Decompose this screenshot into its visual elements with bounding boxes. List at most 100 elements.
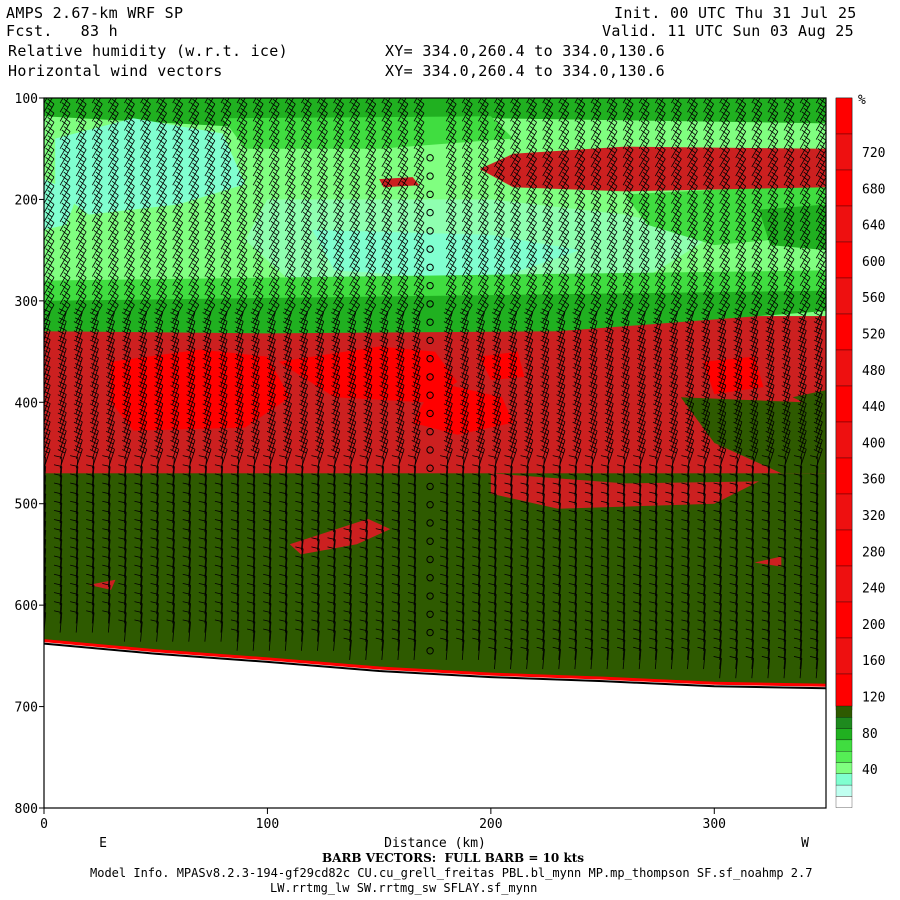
wind-barb-flag xyxy=(118,473,127,477)
wind-barb-shaft xyxy=(301,439,308,460)
wind-barb-flag xyxy=(141,166,149,172)
wind-barb-shaft xyxy=(236,576,240,597)
wind-barb-flag xyxy=(224,272,232,278)
wind-barb-flag xyxy=(418,90,424,95)
wind-barb-flag xyxy=(86,583,95,586)
wind-barb-shaft xyxy=(156,548,159,569)
wind-barb-flag xyxy=(62,84,68,89)
wind-barb-flag xyxy=(318,102,326,108)
wind-barb-flag xyxy=(230,482,239,486)
wind-barb-flag xyxy=(319,84,325,89)
wind-barb-flag xyxy=(190,239,198,245)
wind-barb-flag xyxy=(141,303,149,309)
wind-barb-flag xyxy=(111,190,119,196)
wind-barb-shaft xyxy=(220,149,232,168)
wind-barb-flag xyxy=(170,385,178,390)
model-title: AMPS 2.67-km WRF SP xyxy=(6,4,184,22)
wind-barb-flag xyxy=(77,156,85,163)
wind-barb-shaft xyxy=(91,131,103,149)
wind-barb-flag xyxy=(111,153,119,160)
wind-barb-shaft xyxy=(268,249,280,268)
wind-barb-flag xyxy=(73,394,82,399)
wind-barb-shaft xyxy=(124,475,127,496)
wind-barb-shaft xyxy=(268,176,280,195)
wind-barb-flag xyxy=(174,175,181,181)
wind-barb-flag xyxy=(61,147,69,154)
wind-barb-flag xyxy=(206,193,214,200)
wind-barb-flag xyxy=(198,601,207,604)
wind-barb-flag xyxy=(107,335,115,341)
wind-barb-flag xyxy=(321,81,327,86)
wind-barb-flag xyxy=(166,528,175,531)
wind-barb-shaft xyxy=(75,185,87,204)
wind-barb-shaft xyxy=(268,258,280,277)
wind-barb-shaft xyxy=(124,268,135,286)
wind-barb-flag xyxy=(78,84,84,89)
wind-barb-shaft xyxy=(156,493,159,514)
wind-barb-flag xyxy=(298,385,307,390)
wind-barb-flag xyxy=(230,573,239,577)
wind-barb-flag xyxy=(192,272,200,278)
wind-barb-flag xyxy=(58,308,67,313)
wind-barb-shaft xyxy=(91,286,103,305)
wind-barb-flag xyxy=(238,129,246,136)
wind-barb-flag xyxy=(234,385,243,390)
wind-barb-flag xyxy=(318,120,326,127)
wind-barb-flag xyxy=(91,417,99,423)
wind-barb-flag xyxy=(464,84,470,89)
wind-barb-flag xyxy=(174,230,181,236)
wind-barb-shaft xyxy=(236,277,248,295)
wind-barb-flag xyxy=(234,439,243,445)
wind-barb-flag xyxy=(279,455,288,458)
wind-barb-shaft xyxy=(91,195,103,213)
wind-barb-flag xyxy=(160,117,167,123)
wind-barb-flag xyxy=(86,519,95,522)
wind-barb-flag xyxy=(235,408,244,414)
wind-barb-flag xyxy=(174,284,181,291)
wind-barb-shaft xyxy=(107,539,111,560)
wind-barb-flag xyxy=(154,394,162,399)
wind-barb-shaft xyxy=(91,231,103,250)
wind-barb-flag xyxy=(58,399,67,404)
wind-barb-shaft xyxy=(44,222,55,241)
wind-barb-shaft xyxy=(156,204,167,222)
forecast-hour: Fcst. 83 h xyxy=(6,22,118,40)
wind-barb-shaft xyxy=(220,277,232,295)
wind-barb-flag xyxy=(166,500,175,504)
wind-barb-flag xyxy=(286,275,294,282)
wind-barb-shaft xyxy=(75,122,87,140)
wind-barb-flag xyxy=(107,308,115,313)
wind-barb-shaft xyxy=(236,149,248,168)
wind-barb-flag xyxy=(335,84,341,89)
wind-barb-flag xyxy=(214,528,223,531)
wind-barb-flag xyxy=(111,217,119,223)
wind-barb-flag xyxy=(224,153,232,160)
wind-barb-shaft xyxy=(301,185,312,204)
wind-barb-flag xyxy=(143,126,151,132)
wind-barb-shaft xyxy=(188,484,191,505)
wind-barb-flag xyxy=(288,180,296,187)
wind-barb-flag xyxy=(272,281,280,287)
wind-barb-shaft xyxy=(284,195,296,213)
wind-barb-flag xyxy=(286,111,294,117)
wind-barb-flag xyxy=(304,290,312,297)
rh-region-red-core-1 xyxy=(111,349,290,431)
wind-barb-flag xyxy=(95,199,103,205)
wind-barb-flag xyxy=(214,482,223,486)
wind-barb-flag xyxy=(91,408,99,414)
wind-barb-flag xyxy=(176,117,183,123)
wind-barb-shaft xyxy=(91,103,103,122)
wind-barb-flag xyxy=(141,120,149,127)
wind-barb-flag xyxy=(203,436,212,441)
wind-barb-flag xyxy=(154,339,162,344)
wind-barb-flag xyxy=(170,430,178,436)
wind-barb-flag xyxy=(218,376,227,381)
wind-barb-flag xyxy=(202,421,210,426)
wind-barb-flag xyxy=(450,81,456,86)
wind-barb-shaft xyxy=(252,249,264,268)
wind-barb-flag xyxy=(158,239,165,245)
wind-barb-flag xyxy=(222,211,230,218)
wind-barb-flag xyxy=(155,408,163,414)
wind-barb-shaft xyxy=(300,566,304,587)
wind-barb-flag xyxy=(302,275,310,282)
